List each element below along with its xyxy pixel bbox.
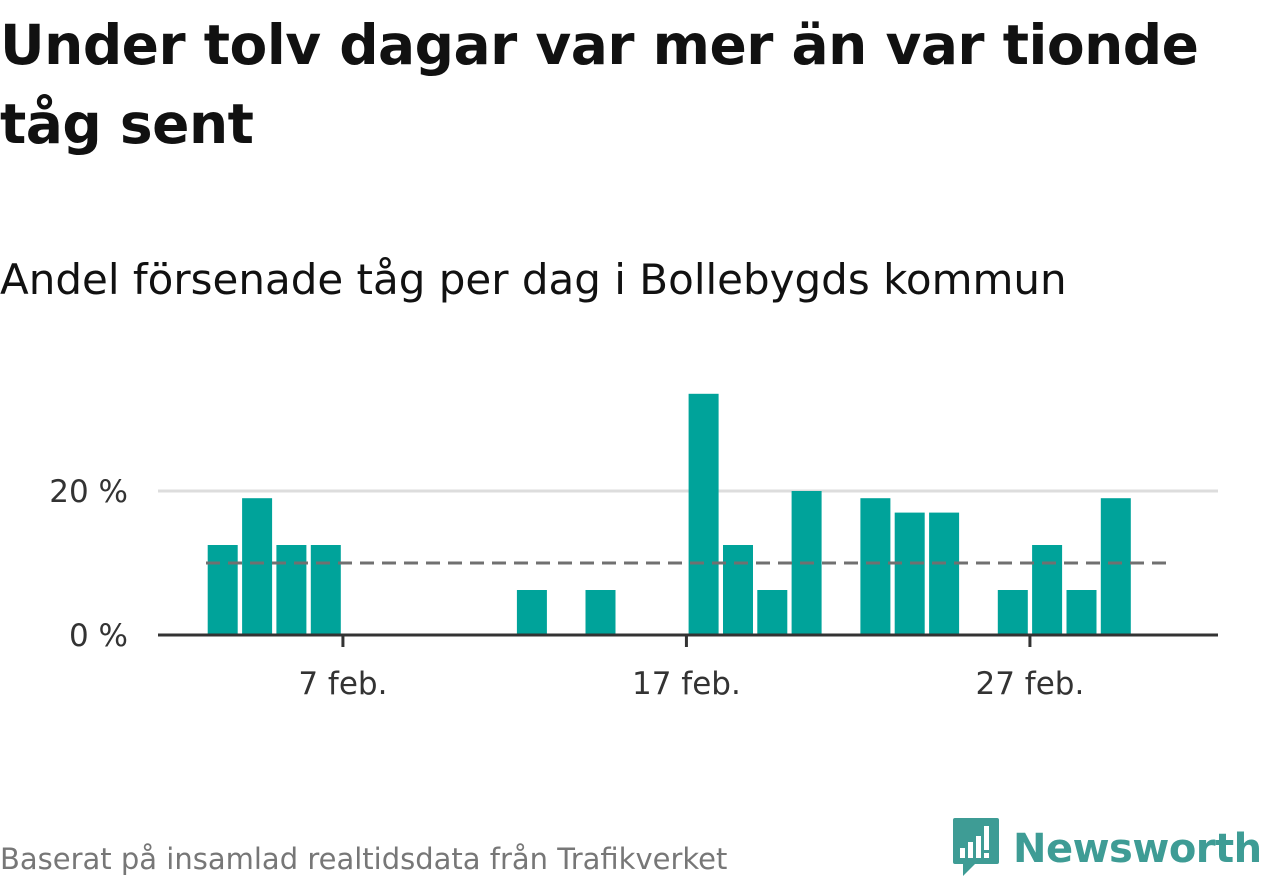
bar <box>723 545 753 635</box>
bar <box>929 512 960 635</box>
chart-title: Under tolv dagar var mer än var tionde t… <box>0 13 1199 156</box>
bar <box>242 498 273 635</box>
bar <box>310 545 341 635</box>
bar <box>516 590 547 635</box>
x-tick-label: 7 feb. <box>298 666 387 702</box>
y-tick-label: 20 % <box>49 474 128 510</box>
bar <box>1066 590 1097 635</box>
bar <box>688 393 719 635</box>
x-tick-label: 27 feb. <box>976 666 1085 702</box>
bar <box>860 498 891 635</box>
y-tick-label: 0 % <box>69 618 128 654</box>
bar <box>997 590 1028 635</box>
chart-subtitle: Andel försenade tåg per dag i Bollebygds… <box>0 255 1067 304</box>
bar <box>894 512 925 635</box>
bar <box>276 545 307 635</box>
bar-chart-speech-bubble-icon <box>951 816 1001 882</box>
bar <box>757 590 788 635</box>
bar <box>585 590 616 635</box>
bar <box>1100 498 1131 635</box>
brand-logo[interactable]: Newsworthy <box>951 816 1262 882</box>
bar <box>207 545 238 635</box>
brand-name: Newsworthy <box>1013 826 1262 872</box>
x-tick-label: 17 feb. <box>632 666 741 702</box>
source-note: Baserat på insamlad realtidsdata från Tr… <box>0 842 728 876</box>
bar <box>1032 545 1063 635</box>
